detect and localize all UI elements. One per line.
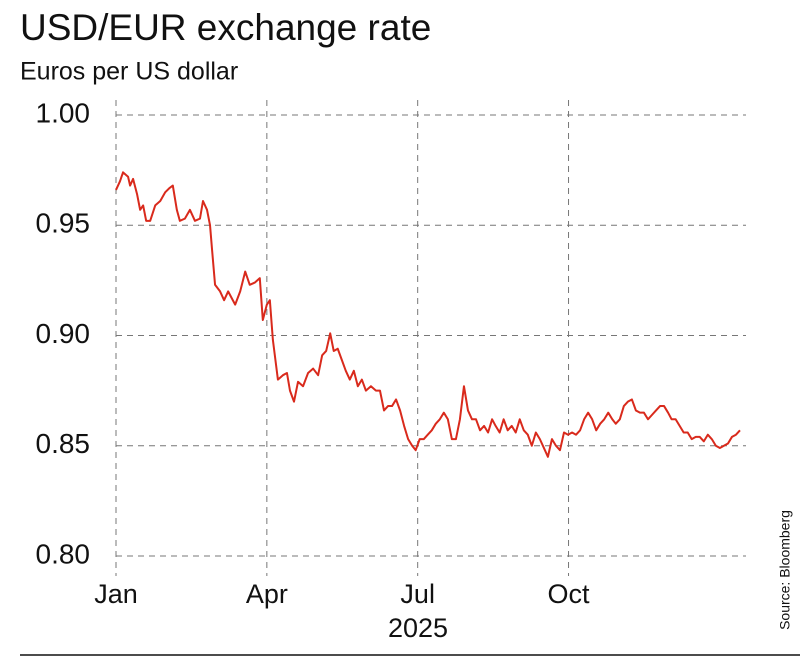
x-tick-label: Jan <box>94 579 138 609</box>
y-tick-label: 0.85 <box>36 428 91 459</box>
source: Source: Bloomberg <box>777 510 793 630</box>
chart-subtitle: Euros per US dollar <box>20 58 238 86</box>
x-tick-label: Jul <box>400 579 435 609</box>
y-tick-label: 0.80 <box>36 538 91 569</box>
chart-title: USD/EUR exchange rate <box>20 7 431 48</box>
x-axis-label: 2025 <box>388 613 448 643</box>
y-tick-label: 1.00 <box>36 97 91 128</box>
y-tick-label: 0.90 <box>36 318 91 349</box>
line <box>115 171 741 458</box>
x-tick-label: Apr <box>246 579 288 609</box>
x-tick-label: Oct <box>548 579 591 609</box>
y-tick-label: 0.95 <box>36 208 91 239</box>
